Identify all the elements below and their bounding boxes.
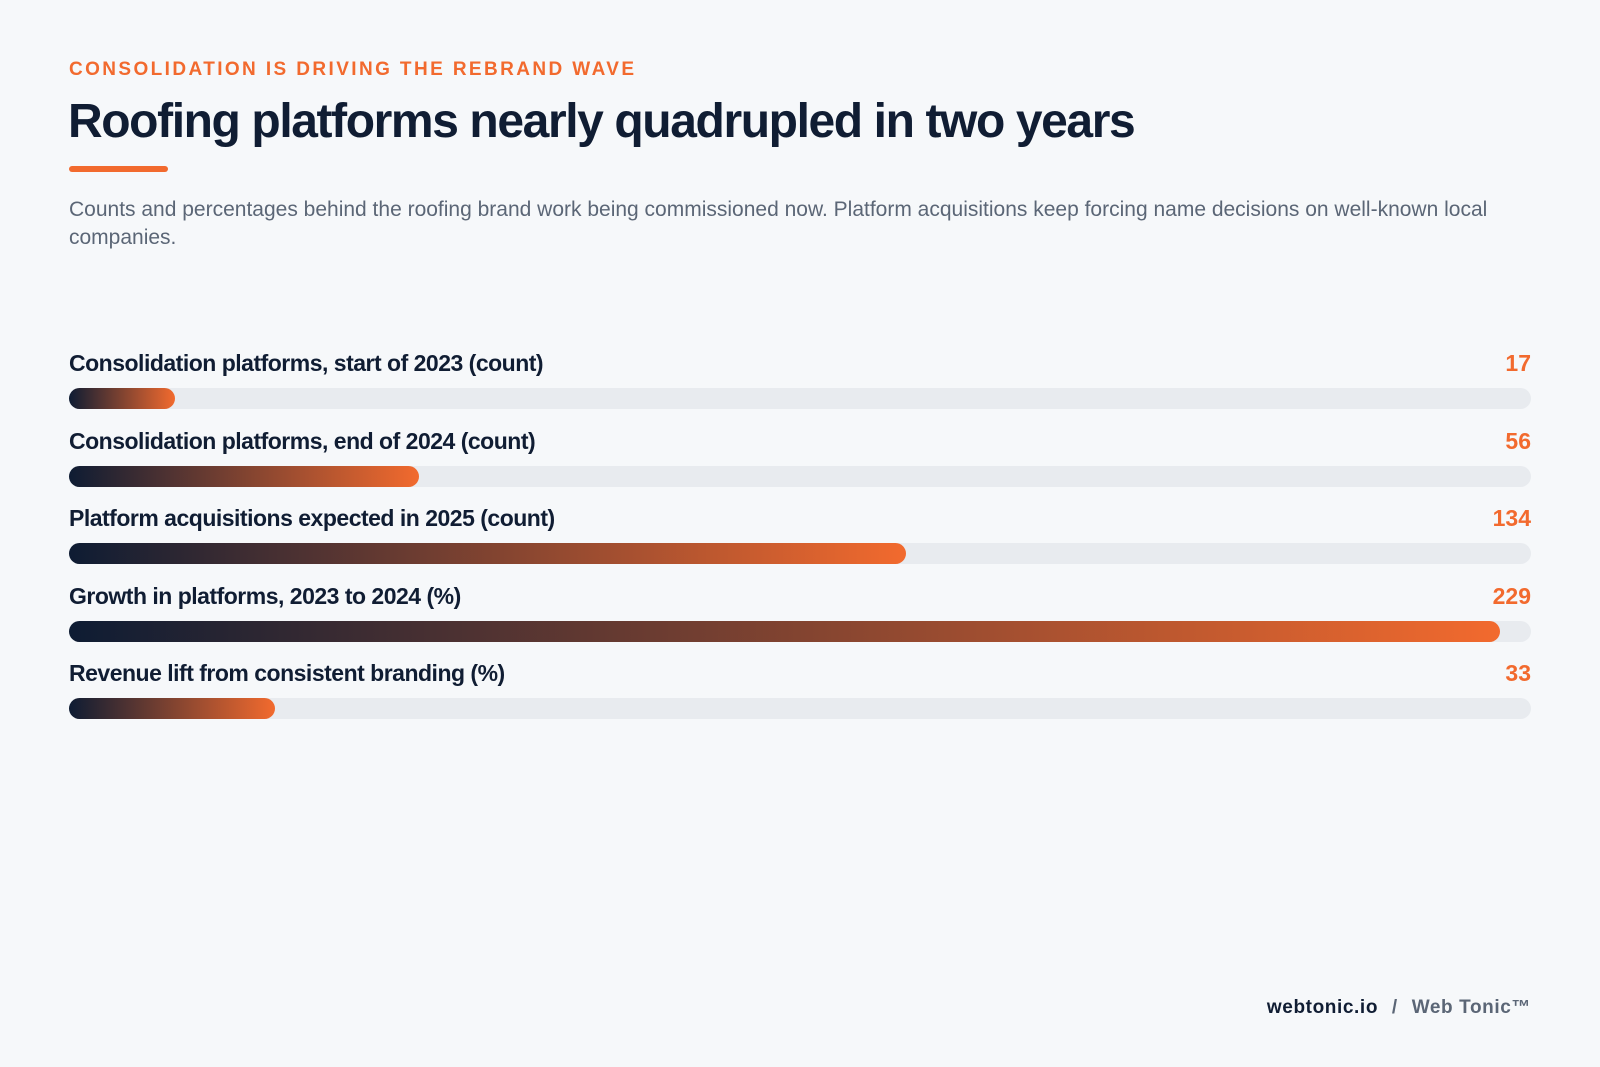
bar-label: Consolidation platforms, end of 2024 (co… <box>69 427 536 454</box>
bar-track <box>69 620 1531 642</box>
bar-track <box>69 543 1531 564</box>
bar-value: 33 <box>1505 660 1531 686</box>
bar-row: Consolidation platforms, end of 2024 (co… <box>69 428 1531 506</box>
eyebrow-label: CONSOLIDATION IS DRIVING THE REBRAND WAV… <box>69 59 637 80</box>
bar-label: Growth in platforms, 2023 to 2024 (%) <box>69 582 461 609</box>
footer-site: webtonic.io <box>1266 997 1379 1018</box>
footer-credit: webtonic.io / Web Tonic™ <box>1267 997 1531 1019</box>
bar-fill <box>69 698 276 719</box>
bar-row: Platform acquisitions expected in 2025 (… <box>69 505 1531 583</box>
bar-track <box>69 698 1531 719</box>
page-title: Roofing platforms nearly quadrupled in t… <box>68 95 1136 148</box>
bar-fill <box>69 543 907 564</box>
bar-track <box>69 465 1531 487</box>
footer-separator: / <box>1391 997 1398 1018</box>
bar-value: 134 <box>1492 505 1531 531</box>
bar-row: Revenue lift from consistent branding (%… <box>69 660 1531 738</box>
bar-chart: Consolidation platforms, start of 2023 (… <box>69 350 1531 738</box>
bar-value: 229 <box>1492 582 1531 609</box>
bar-fill <box>69 620 1500 642</box>
bar-value: 17 <box>1505 350 1531 376</box>
bar-fill <box>69 388 176 409</box>
bar-label: Consolidation platforms, start of 2023 (… <box>69 350 544 376</box>
bar-value: 56 <box>1505 427 1531 454</box>
bar-label: Platform acquisitions expected in 2025 (… <box>69 505 555 531</box>
bar-row: Consolidation platforms, start of 2023 (… <box>69 350 1531 428</box>
bar-fill <box>69 465 419 487</box>
page-subtitle: Counts and percentages behind the roofin… <box>69 198 1488 249</box>
title-accent-rule <box>69 166 168 172</box>
footer-brand: Web Tonic™ <box>1411 997 1531 1018</box>
bar-track <box>69 388 1531 409</box>
bar-label: Revenue lift from consistent branding (%… <box>69 660 505 686</box>
bar-row: Growth in platforms, 2023 to 2024 (%) 229 <box>69 583 1531 661</box>
